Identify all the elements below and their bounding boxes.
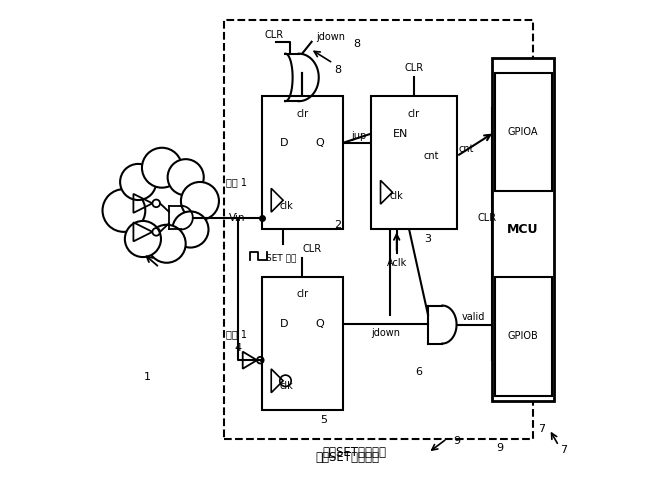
Bar [371,97,457,229]
Text: clr: clr [296,109,308,119]
Text: 7: 7 [538,424,545,434]
Text: clk: clk [279,201,293,210]
Text: clr: clr [408,109,420,119]
Text: Vin: Vin [228,213,245,223]
Bar [262,277,342,410]
Text: Aclk: Aclk [386,258,407,268]
Text: clr: clr [296,289,308,299]
Text: 4: 4 [234,343,241,353]
Circle shape [181,182,219,220]
Text: 逻辑 1: 逻辑 1 [226,329,247,339]
Bar [224,21,532,439]
Text: 3: 3 [424,234,432,244]
Text: clk: clk [279,381,293,391]
Text: D: D [280,138,289,148]
Text: 7: 7 [560,445,567,456]
Bar [494,73,552,192]
Bar [494,277,552,396]
Text: clk: clk [389,191,404,201]
Text: 逻辑 1: 逻辑 1 [226,177,247,187]
Text: CLR: CLR [264,30,283,40]
Text: CLR: CLR [404,63,423,73]
Text: GPIOA: GPIOA [508,127,538,137]
Text: cnt: cnt [423,152,439,161]
Circle shape [125,221,161,257]
Text: 上跳SET检测模块: 上跳SET检测模块 [322,446,386,459]
Text: jup: jup [351,131,367,141]
Text: SET 脉冲: SET 脉冲 [267,253,297,262]
Text: jdown: jdown [316,32,345,42]
Circle shape [142,148,182,188]
Text: 9: 9 [496,443,503,453]
Text: EN: EN [393,129,409,139]
Text: Q: Q [316,319,324,328]
Circle shape [120,164,156,200]
Bar [492,58,554,401]
Circle shape [172,211,208,248]
Text: CLR: CLR [302,243,321,253]
Text: CLR: CLR [478,213,497,223]
Text: cnt: cnt [459,144,474,154]
Circle shape [168,159,204,196]
Text: 8: 8 [353,39,360,49]
Text: 9: 9 [453,436,460,446]
Bar [262,97,342,229]
Text: 上跳SET检测模块: 上跳SET检测模块 [315,451,379,464]
Text: 8: 8 [334,65,342,76]
Text: 2: 2 [334,220,342,230]
Text: GPIOB: GPIOB [508,331,538,341]
Text: MCU: MCU [507,223,539,236]
Text: D: D [280,319,289,328]
Text: 6: 6 [415,367,422,377]
Text: 1: 1 [144,372,151,382]
Text: 5: 5 [320,414,327,424]
Circle shape [148,225,186,263]
Text: jdown: jdown [371,328,400,338]
Text: Q: Q [316,138,324,148]
Circle shape [102,189,146,232]
Text: valid: valid [461,313,485,323]
